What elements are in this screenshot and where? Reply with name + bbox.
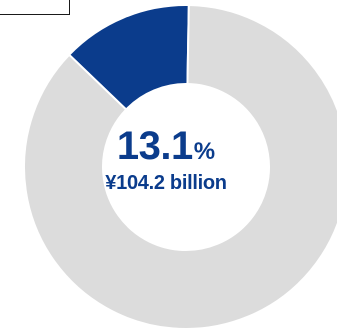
corner-frame: [0, 0, 70, 15]
center-percent-value: 13.1%: [91, 126, 241, 166]
center-label: 13.1% ¥104.2 billion: [91, 126, 241, 195]
center-amount: ¥104.2 billion: [105, 172, 227, 194]
slices-group: [23, 4, 337, 330]
donut-slice-remainder: [23, 4, 337, 330]
center-percent-unit: %: [193, 138, 216, 165]
center-percent-number: 13.1: [116, 124, 193, 168]
